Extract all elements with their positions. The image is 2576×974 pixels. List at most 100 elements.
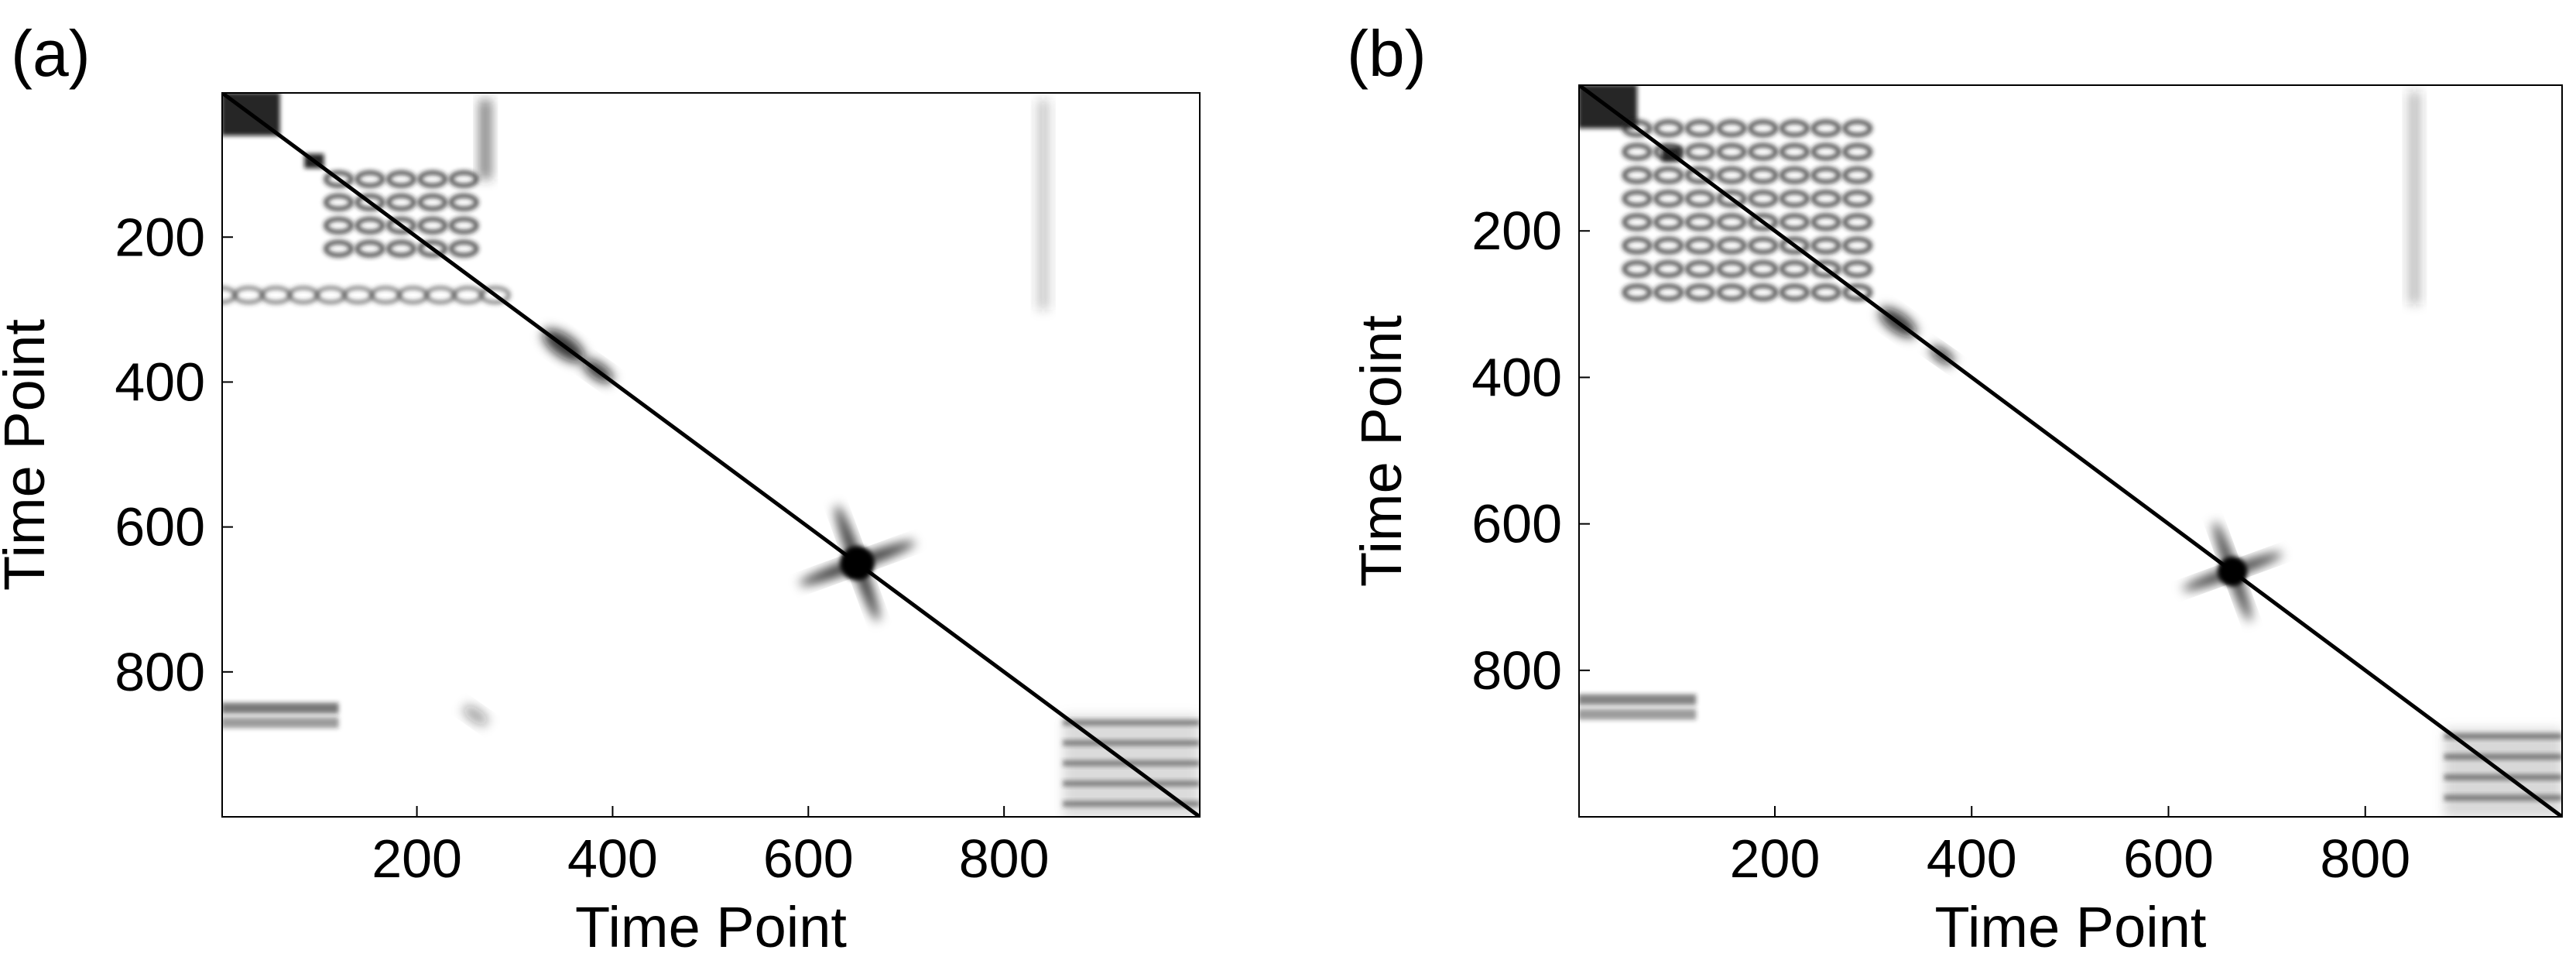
heatmap-ring: [1810, 119, 1841, 138]
y-tick-label: 400: [115, 352, 205, 412]
heatmap-ring: [1684, 142, 1715, 161]
x-tick-label: 400: [1927, 828, 2017, 889]
x-tick-label: 600: [2123, 828, 2214, 889]
heatmap-ring: [1716, 119, 1747, 138]
x-tick-label: 200: [372, 828, 462, 889]
heatmap-ring: [1684, 259, 1715, 278]
heatmap-ring: [1810, 190, 1841, 208]
heatmap-ring: [1716, 166, 1747, 184]
heatmap-oscillatory-block: [1622, 119, 1873, 302]
heatmap-corner-stripe: [1063, 719, 1200, 726]
heatmap-ring: [1748, 213, 1779, 231]
heatmap-ring: [1810, 236, 1841, 255]
heatmap-horizontal-band: [222, 717, 339, 729]
heatmap-ring: [1684, 236, 1715, 255]
heatmap-ring: [1748, 142, 1779, 161]
heatmap-ring: [1622, 142, 1653, 161]
panel-a: (a) 200 400 600 800 200 400 600 800 Time Point…: [0, 17, 1201, 959]
panel-a-x-ticks: 200 400 600 800: [372, 806, 1050, 889]
panel-a-heatmap: [222, 93, 1200, 817]
heatmap-horizontal-band: [1579, 708, 1697, 720]
panel-b-x-ticks: 200 400 600 800: [1730, 806, 2410, 889]
heatmap-ring: [1810, 213, 1841, 231]
heatmap-ring: [1842, 190, 1873, 208]
heatmap-ring: [1716, 236, 1747, 255]
heatmap-vertical-streak: [479, 99, 492, 180]
panel-a-x-axis-label: Time Point: [575, 895, 847, 959]
heatmap-ring: [1810, 283, 1841, 302]
heatmap-ring: [417, 216, 448, 235]
x-tick-label: 600: [763, 828, 854, 889]
heatmap-ring: [1748, 236, 1779, 255]
heatmap-ring: [448, 193, 479, 211]
heatmap-ring: [1653, 142, 1684, 161]
heatmap-ring: [1716, 283, 1747, 302]
heatmap-ring: [355, 170, 385, 188]
heatmap-ring: [448, 239, 479, 258]
y-tick-label: 800: [115, 642, 205, 702]
y-tick-label: 400: [1471, 347, 1562, 407]
heatmap-ring: [385, 193, 416, 211]
heatmap-ring: [324, 239, 354, 258]
heatmap-ring: [1684, 119, 1715, 138]
panel-b-y-ticks: 200 400 600 800: [1471, 201, 1590, 701]
heatmap-ring: [355, 216, 385, 235]
heatmap-ring: [1810, 142, 1841, 161]
heatmap-ring: [1842, 283, 1873, 302]
heatmap-ring: [1779, 259, 1810, 278]
heatmap-ring: [417, 170, 448, 188]
heatmap-corner-stripe: [1063, 760, 1200, 767]
heatmap-ring: [324, 193, 354, 211]
y-tick-label: 200: [115, 207, 205, 267]
heatmap-ring: [1622, 236, 1653, 255]
heatmap-ring: [324, 216, 354, 235]
heatmap-ring: [448, 170, 479, 188]
heatmap-ring: [355, 193, 385, 211]
heatmap-ring: [1779, 190, 1810, 208]
y-tick-label: 200: [1471, 201, 1562, 261]
heatmap-horizontal-band: [222, 702, 339, 714]
heatmap-ring: [1684, 213, 1715, 231]
y-tick-label: 800: [1471, 640, 1562, 701]
heatmap-ring: [1842, 259, 1873, 278]
x-tick-label: 400: [567, 828, 658, 889]
heatmap-ring: [417, 193, 448, 211]
heatmap-ring: [1842, 142, 1873, 161]
heatmap-ring: [1716, 142, 1747, 161]
panel-b-heatmap: [1579, 85, 2562, 817]
heatmap-corner-stripe: [1063, 801, 1200, 808]
panel-a-y-ticks: 200 400 600 800: [115, 207, 233, 702]
heatmap-main-diagonal: [222, 93, 1200, 817]
heatmap-main-diagonal: [1579, 85, 2562, 817]
heatmap-oscillatory-block: [324, 170, 479, 258]
heatmap-ring: [1779, 283, 1810, 302]
heatmap-ring: [1810, 259, 1841, 278]
heatmap-ring: [417, 239, 448, 258]
heatmap-blob: [463, 705, 488, 725]
heatmap-ring: [1842, 213, 1873, 231]
panel-a-y-axis-label: Time Point: [0, 319, 57, 591]
heatmap-ring: [1653, 259, 1684, 278]
heatmap-ring: [1622, 259, 1653, 278]
heatmap-ring: [1842, 119, 1873, 138]
heatmap-corner-stripe: [2444, 732, 2562, 739]
heatmap-ring: [385, 170, 416, 188]
heatmap-corner-stripe: [2444, 753, 2562, 760]
heatmap-ring: [1842, 166, 1873, 184]
x-tick-label: 800: [2320, 828, 2410, 889]
heatmap-corner-stripe: [2444, 794, 2562, 801]
panel-b: (b) 200 400 600 800 200 400 600 800 Time Point…: [1347, 17, 2563, 959]
heatmap-ring: [324, 170, 354, 188]
heatmap-ring: [1684, 166, 1715, 184]
heatmap-ring: [1684, 190, 1715, 208]
heatmap-corner-stripe: [1063, 739, 1200, 746]
heatmap-ring: [1779, 142, 1810, 161]
heatmap-ring: [1716, 259, 1747, 278]
heatmap-corner-stripe: [2444, 773, 2562, 780]
panel-a-frame: [221, 92, 1201, 818]
heatmap-ring: [1622, 213, 1653, 231]
heatmap-ring-band: [222, 286, 511, 304]
heatmap-horizontal-band: [1579, 694, 1697, 705]
heatmap-ring: [1748, 119, 1779, 138]
